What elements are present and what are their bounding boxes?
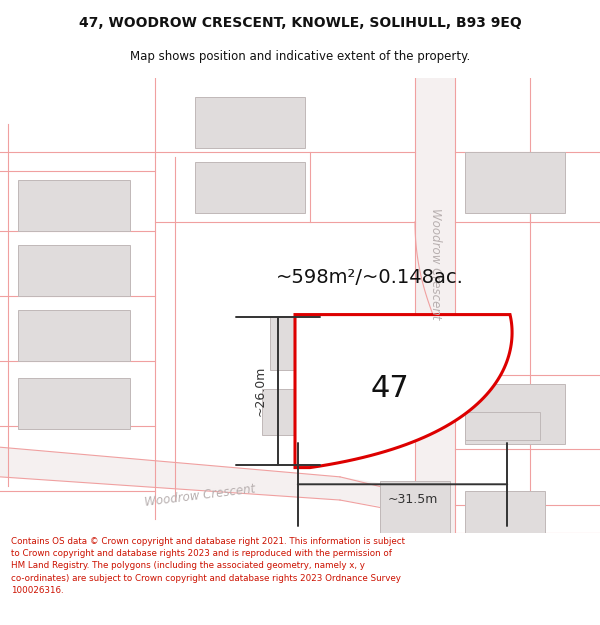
Text: 47: 47 [371, 374, 409, 403]
Bar [195, 97, 305, 148]
Text: Woodrow Crescent: Woodrow Crescent [428, 208, 442, 319]
Text: ~598m²/~0.148ac.: ~598m²/~0.148ac. [276, 268, 464, 287]
Polygon shape [415, 78, 455, 532]
Polygon shape [295, 314, 512, 468]
Bar [18, 245, 130, 296]
Text: ~31.5m: ~31.5m [388, 492, 437, 506]
Polygon shape [0, 448, 430, 514]
Bar [18, 180, 130, 231]
Bar [18, 378, 130, 429]
Bar [465, 152, 565, 213]
Bar [18, 310, 130, 361]
Bar [465, 412, 540, 440]
Text: 47, WOODROW CRESCENT, KNOWLE, SOLIHULL, B93 9EQ: 47, WOODROW CRESCENT, KNOWLE, SOLIHULL, … [79, 16, 521, 31]
Bar [380, 481, 450, 532]
Bar [262, 389, 317, 435]
Text: Contains OS data © Crown copyright and database right 2021. This information is : Contains OS data © Crown copyright and d… [11, 537, 405, 595]
Bar [195, 162, 305, 212]
Text: Map shows position and indicative extent of the property.: Map shows position and indicative extent… [130, 50, 470, 62]
Bar [465, 384, 565, 444]
Bar [270, 316, 350, 370]
Text: ~26.0m: ~26.0m [254, 366, 266, 416]
Text: Woodrow Crescent: Woodrow Crescent [144, 482, 256, 509]
Bar [465, 491, 545, 532]
